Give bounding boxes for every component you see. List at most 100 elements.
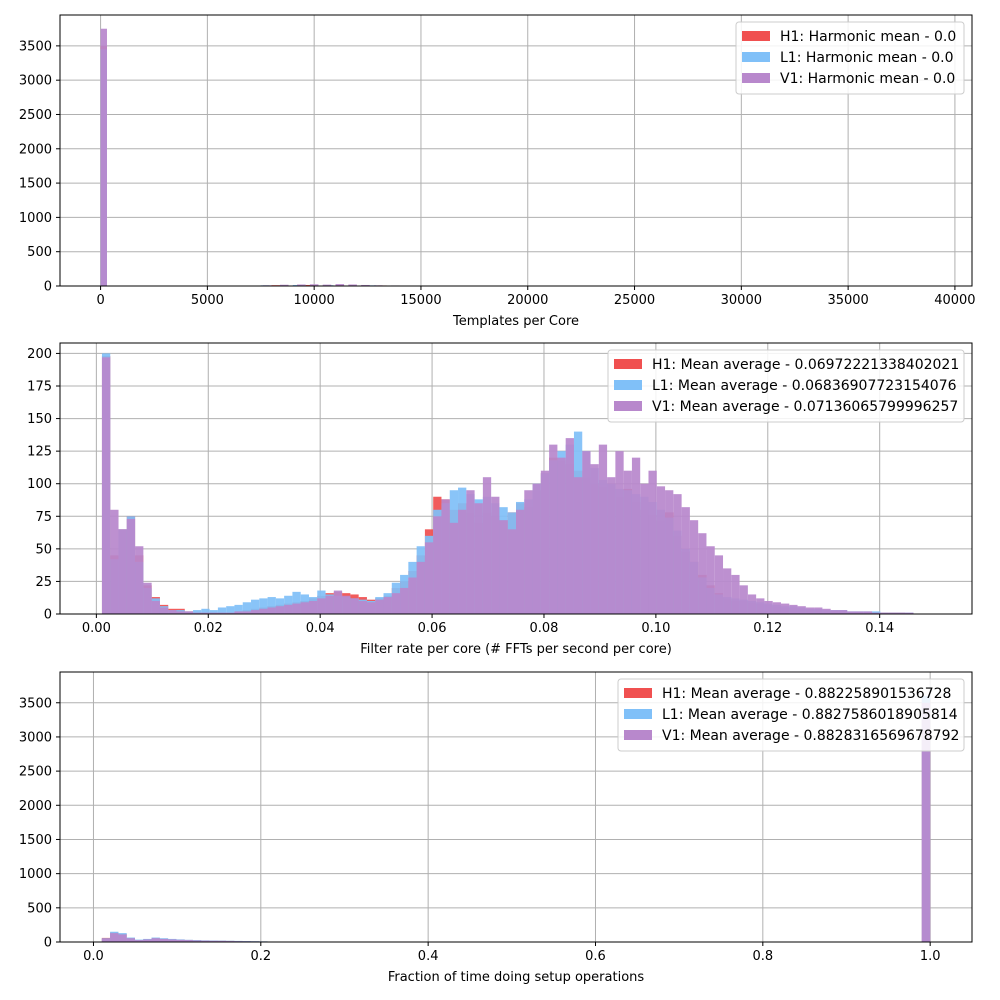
histogram-bar [361, 284, 370, 286]
x-axis: 0.0 0.2 0.4 0.6 0.8 1.0 [83, 942, 941, 964]
y-tick-label: 100 [27, 477, 52, 492]
histogram-bar [251, 599, 260, 614]
histogram-bar [772, 602, 781, 614]
histogram-bar [234, 604, 243, 614]
histogram-bar [275, 606, 285, 614]
histogram-bar [259, 598, 268, 614]
y-tick-label: 125 [27, 445, 52, 460]
x-tick-label: 0.4 [418, 949, 439, 964]
histogram-bar [159, 607, 169, 614]
x-axis-label: Filter rate per core (# FFTs per second … [360, 642, 672, 657]
histogram-bar [100, 28, 107, 286]
histogram-bar [416, 561, 425, 614]
histogram-bar [681, 507, 690, 614]
histogram-bar [847, 611, 856, 614]
y-axis: 0 500 1000 1500 2000 2500 3000 3500 [19, 696, 60, 951]
y-tick-label: 200 [27, 347, 52, 362]
x-tick-label: 0.8 [752, 949, 773, 964]
histogram-bar [408, 577, 417, 614]
histogram-bar [739, 585, 748, 614]
histogram-bar [615, 451, 624, 614]
y-tick-label: 3500 [19, 696, 52, 711]
legend-swatch-l1 [624, 709, 652, 719]
histogram-bar [706, 546, 715, 614]
y-tick-label: 500 [27, 901, 52, 916]
x-axis-label: Templates per Core [452, 314, 579, 329]
histogram-bar [640, 483, 649, 614]
histogram-bar [143, 582, 152, 614]
histogram-bar [358, 600, 367, 614]
histogram-bar [756, 598, 765, 614]
legend-label-h1: H1: Mean average - 0.882258901536728 [662, 686, 951, 702]
histogram-bar [549, 444, 558, 614]
histogram-bar [297, 284, 306, 286]
histogram-bar [880, 612, 889, 614]
histogram-bar [348, 284, 357, 286]
y-tick-label: 3000 [19, 74, 52, 89]
histogram-bar [350, 598, 359, 614]
histogram-bar [118, 529, 127, 614]
histogram-bar [516, 509, 525, 614]
histogram-bar [656, 486, 666, 614]
histogram-bar [366, 602, 376, 614]
histogram-bar [491, 496, 500, 614]
histogram-bar [532, 483, 541, 614]
series-v1 [101, 357, 914, 614]
histogram-bar [714, 555, 724, 614]
histogram-bar [192, 940, 202, 942]
y-tick-label: 50 [35, 542, 52, 557]
histogram-bar [193, 612, 202, 614]
histogram-bar [607, 477, 616, 614]
histogram-bar [110, 509, 119, 614]
histogram-bar [201, 612, 210, 614]
axes-frame [59, 671, 973, 943]
histogram-bar [507, 529, 516, 614]
y-tick-label: 175 [27, 379, 52, 394]
histogram-bar [383, 597, 392, 614]
x-tick-label: 10000 [293, 293, 334, 308]
histogram-bar [176, 611, 185, 614]
series-v1 [101, 702, 931, 942]
histogram-bar [201, 940, 210, 942]
x-tick-label: 15000 [400, 293, 441, 308]
x-axis-label: Fraction of time doing setup operations [388, 970, 645, 985]
legend-label-l1: L1: Mean average - 0.8827586018905814 [662, 707, 958, 723]
y-tick-label: 2500 [19, 108, 52, 123]
histogram-bar [424, 542, 434, 614]
histogram-bar [242, 602, 252, 614]
histogram-bar [151, 600, 160, 614]
y-tick-label: 2000 [19, 142, 52, 157]
histogram-bar [201, 608, 210, 614]
histogram-bar [176, 939, 185, 942]
y-tick-label: 0 [44, 280, 52, 295]
axes-frame [59, 342, 973, 615]
x-tick-label: 0.08 [529, 621, 558, 636]
histogram-bar [335, 284, 345, 286]
x-axis: 0.00 0.02 0.04 0.06 0.08 0.10 0.12 0.14 [82, 614, 894, 636]
histogram-bar [905, 612, 914, 614]
legend: H1: Harmonic mean - 0.0 L1: Harmonic mean… [735, 21, 965, 95]
histogram-bar [474, 503, 483, 614]
legend-box [617, 678, 965, 752]
x-tick-label: 0.14 [865, 621, 894, 636]
histogram-bar [126, 518, 136, 614]
legend-label-v1: V1: Mean average - 0.07136065799996257 [652, 399, 958, 415]
histogram-bar [234, 611, 243, 614]
histogram-bar [391, 593, 401, 614]
x-tick-label: 0 [96, 293, 104, 308]
histogram-bar [888, 612, 897, 614]
histogram-bar [789, 604, 798, 614]
y-tick-label: 0 [44, 936, 52, 951]
y-axis: 0 500 1000 1500 2000 2500 3000 3500 [19, 39, 60, 295]
x-axis: 0 5000 10000 15000 20000 25000 30000 35000 40000 [96, 286, 976, 308]
histogram-bar [317, 598, 326, 614]
histogram-bar [300, 602, 309, 614]
histogram-bar [648, 470, 657, 614]
legend: H1: Mean average - 0.06972221338402021 L1… [607, 349, 965, 423]
y-tick-label: 2000 [19, 799, 52, 814]
histogram-bar [322, 284, 332, 286]
histogram-bar [242, 611, 252, 614]
legend-swatch-h1 [624, 688, 652, 698]
legend-box [735, 21, 965, 95]
